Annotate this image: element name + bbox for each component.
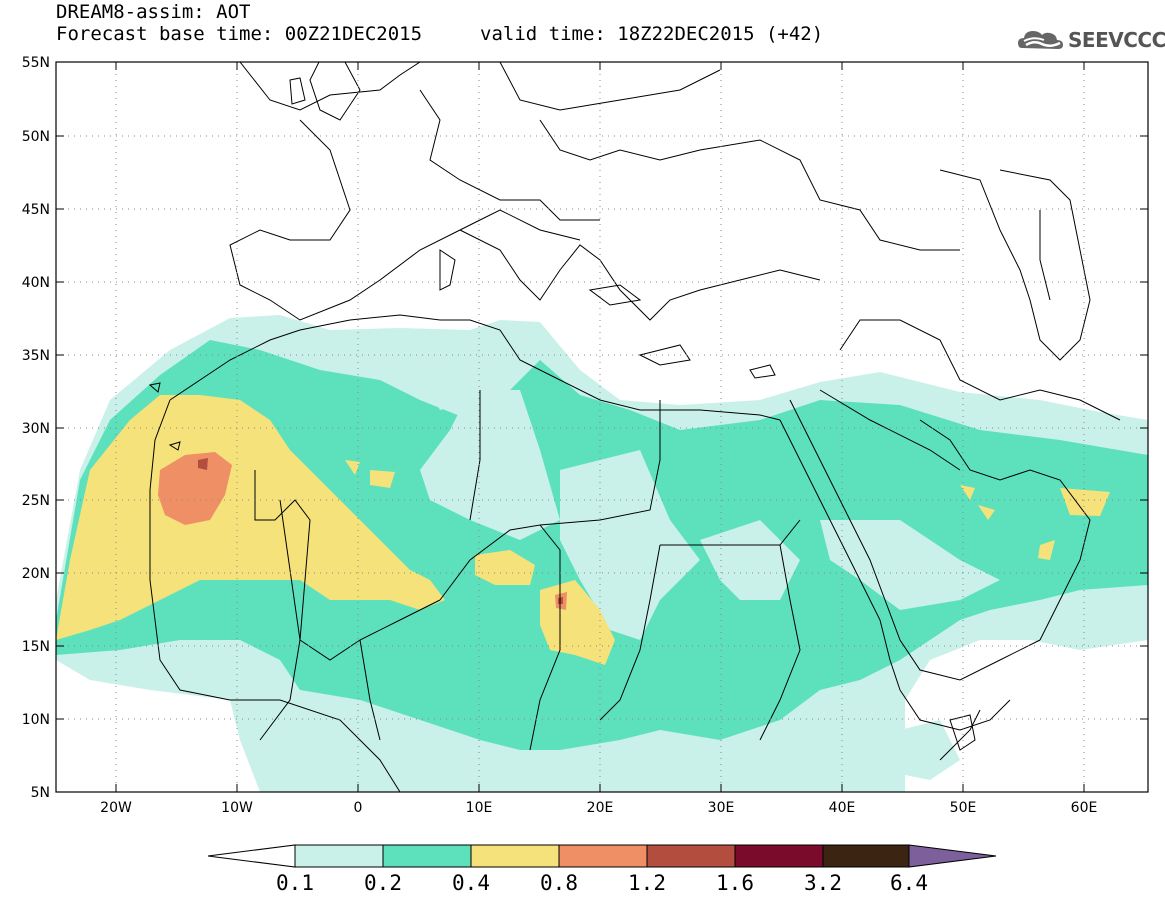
lat-label-20n: 20N (22, 566, 50, 582)
valid-time-label: valid time: 18Z22DEC2015 (+42) (480, 23, 824, 45)
colorbar-swatch-0 (294, 844, 384, 868)
colorbar-swatch-1 (382, 844, 472, 868)
lat-label-5n: 5N (31, 785, 50, 801)
colorbar-label-5: 1.6 (716, 871, 754, 895)
lon-label-60e: 60E (1071, 800, 1098, 816)
map-title: DREAM8-assim: AOT (56, 1, 251, 23)
lon-label-50e: 50E (950, 800, 977, 816)
lon-label-10e: 10E (466, 800, 493, 816)
lon-label-30e: 30E (708, 800, 735, 816)
colorbar-over-arrow (908, 844, 997, 868)
lat-label-25n: 25N (22, 493, 50, 509)
lat-label-10n: 10N (22, 712, 50, 728)
lon-label-20e: 20E (587, 800, 614, 816)
lat-labels: 55N 50N 45N 40N 35N 30N 25N 20N 15N 10N … (22, 55, 50, 801)
colorbar-label-6: 3.2 (804, 871, 842, 895)
lat-label-50n: 50N (22, 129, 50, 145)
lon-labels: 20W 10W 0 10E 20E 30E 40E 50E 60E (100, 800, 1097, 816)
lat-label-15n: 15N (22, 639, 50, 655)
colorbar-swatch-5 (734, 844, 824, 868)
colorbar-label-7: 6.4 (890, 871, 928, 895)
colorbar-label-0: 0.1 (276, 871, 314, 895)
logo-text: SEEVCCC (1068, 28, 1165, 52)
lat-label-45n: 45N (22, 202, 50, 218)
lat-label-40n: 40N (22, 275, 50, 291)
map-frame (55, 61, 1149, 793)
coastlines-borders (148, 62, 1121, 792)
colorbar-label-3: 0.8 (540, 871, 578, 895)
colorbar-swatch-4 (646, 844, 736, 868)
colorbar-under-arrow (207, 844, 296, 868)
lat-label-55n: 55N (22, 55, 50, 71)
colorbar (207, 844, 997, 868)
cloud-icon (1018, 31, 1063, 49)
aot-field (56, 315, 1148, 792)
graticule (56, 62, 1148, 792)
aot-level-1.2 (198, 458, 208, 470)
base-time-label: Forecast base time: 00Z21DEC2015 (56, 23, 423, 45)
colorbar-swatch-2 (470, 844, 560, 868)
lon-label-10w: 10W (221, 800, 253, 816)
lon-label-20w: 20W (100, 800, 132, 816)
colorbar-swatch-6 (822, 844, 910, 868)
colorbar-label-2: 0.4 (452, 871, 490, 895)
colorbar-label-4: 1.2 (628, 871, 666, 895)
lon-label-40e: 40E (829, 800, 856, 816)
colorbar-swatch-3 (558, 844, 648, 868)
seevccc-logo: SEEVCCC (1016, 24, 1165, 56)
lat-label-35n: 35N (22, 348, 50, 364)
aot-level-0.8 (158, 452, 232, 525)
lon-label-0: 0 (354, 800, 363, 816)
axis-ticks (56, 61, 1148, 793)
colorbar-label-1: 0.2 (364, 871, 402, 895)
lat-label-30n: 30N (22, 421, 50, 437)
